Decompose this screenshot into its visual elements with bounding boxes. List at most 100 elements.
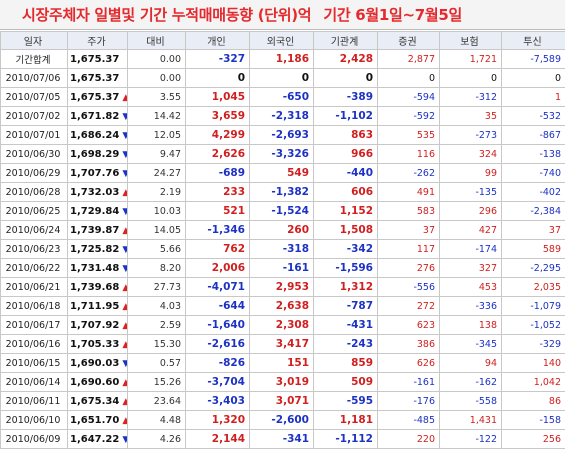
cell-insurance: 1,431 xyxy=(440,411,502,430)
up-arrow-icon: ▲ xyxy=(122,340,127,350)
price-value: 1,707.92 xyxy=(70,320,119,331)
cell-individual: 2,144 xyxy=(186,430,250,449)
cell-securities: -262 xyxy=(378,164,440,183)
down-arrow-icon: ▼ xyxy=(122,359,127,369)
table-row[interactable]: 2010/06/281,732.03▲2.19233-1,382606491-1… xyxy=(1,183,565,202)
table-row[interactable]: 2010/06/141,690.60▲15.26-3,7043,019509-1… xyxy=(1,373,565,392)
col-header-institution[interactable]: 기관계 xyxy=(314,32,378,50)
cell-change: 5.66 xyxy=(128,240,186,259)
table-row[interactable]: 2010/06/221,731.48▼8.202,006-161-1,59627… xyxy=(1,259,565,278)
cell-price: 1,675.37 xyxy=(68,50,128,69)
col-header-date[interactable]: 일자 xyxy=(1,32,68,50)
down-arrow-icon: ▼ xyxy=(122,245,127,255)
cell-price: 1,647.22▼ xyxy=(68,430,128,449)
table-row[interactable]: 2010/06/231,725.82▼5.66762-318-342117-17… xyxy=(1,240,565,259)
cell-individual: 2,626 xyxy=(186,145,250,164)
table-row[interactable]: 2010/06/111,675.34▲23.64-3,4033,071-595-… xyxy=(1,392,565,411)
price-value: 1,647.22 xyxy=(70,434,119,445)
header-row: 일자 주가 대비 개인 외국인 기관계 증권 보험 투신 xyxy=(1,32,565,50)
cell-date: 2010/06/14 xyxy=(1,373,68,392)
table-row[interactable]: 2010/07/021,671.82▼14.423,659-2,318-1,10… xyxy=(1,107,565,126)
cell-change: 3.55 xyxy=(128,88,186,107)
cell-date: 2010/06/28 xyxy=(1,183,68,202)
cell-institution: -431 xyxy=(314,316,378,335)
table-row[interactable]: 2010/06/151,690.03▼0.57-8261518596269414… xyxy=(1,354,565,373)
cell-date: 2010/07/05 xyxy=(1,88,68,107)
price-value: 1,711.95 xyxy=(70,301,119,312)
cell-securities: 220 xyxy=(378,430,440,449)
col-header-individual[interactable]: 개인 xyxy=(186,32,250,50)
table-row[interactable]: 2010/06/241,739.87▲14.05-1,3462601,50837… xyxy=(1,221,565,240)
cell-date: 2010/06/10 xyxy=(1,411,68,430)
cell-change: 15.30 xyxy=(128,335,186,354)
cell-price: 1,711.95▲ xyxy=(68,297,128,316)
cell-price: 1,675.37▲ xyxy=(68,88,128,107)
cell-change: 24.27 xyxy=(128,164,186,183)
cell-insurance: -135 xyxy=(440,183,502,202)
table-row[interactable]: 2010/06/171,707.92▲2.59-1,6402,308-43162… xyxy=(1,316,565,335)
cell-date: 2010/06/16 xyxy=(1,335,68,354)
cell-change: 4.26 xyxy=(128,430,186,449)
cell-securities: 623 xyxy=(378,316,440,335)
cell-change: 8.20 xyxy=(128,259,186,278)
cell-date: 2010/06/11 xyxy=(1,392,68,411)
col-header-change[interactable]: 대비 xyxy=(128,32,186,50)
cell-individual: -826 xyxy=(186,354,250,373)
cell-change: 14.42 xyxy=(128,107,186,126)
cell-foreign: -1,524 xyxy=(250,202,314,221)
table-row[interactable]: 2010/06/101,651.70▲4.481,320-2,6001,181-… xyxy=(1,411,565,430)
col-header-foreign[interactable]: 외국인 xyxy=(250,32,314,50)
col-header-investment-trust[interactable]: 투신 xyxy=(502,32,565,50)
cell-investment-trust: -329 xyxy=(502,335,565,354)
title-main: 시장주체자 일별및 기간 누적매매동향 (단위)억 xyxy=(22,6,311,24)
cell-securities: -485 xyxy=(378,411,440,430)
price-value: 1,686.24 xyxy=(70,130,119,141)
cell-foreign: 151 xyxy=(250,354,314,373)
cell-insurance: -122 xyxy=(440,430,502,449)
table-row[interactable]: 2010/06/211,739.68▲27.73-4,0712,9531,312… xyxy=(1,278,565,297)
col-header-insurance[interactable]: 보험 xyxy=(440,32,502,50)
cell-foreign: 0 xyxy=(250,69,314,88)
table-row[interactable]: 2010/06/291,707.76▼24.27-689549-440-2629… xyxy=(1,164,565,183)
table-row[interactable]: 2010/06/091,647.22▼4.262,144-341-1,11222… xyxy=(1,430,565,449)
cell-investment-trust: -402 xyxy=(502,183,565,202)
cell-institution: 1,508 xyxy=(314,221,378,240)
col-header-securities[interactable]: 증권 xyxy=(378,32,440,50)
cell-price: 1,707.92▲ xyxy=(68,316,128,335)
cell-insurance: -174 xyxy=(440,240,502,259)
table-row[interactable]: 2010/06/161,705.33▲15.30-2,6163,417-2433… xyxy=(1,335,565,354)
cell-investment-trust: -532 xyxy=(502,107,565,126)
cell-change: 23.64 xyxy=(128,392,186,411)
cell-securities: 117 xyxy=(378,240,440,259)
cell-institution: -440 xyxy=(314,164,378,183)
cell-investment-trust: -740 xyxy=(502,164,565,183)
table-row[interactable]: 2010/07/051,675.37▲3.551,045-650-389-594… xyxy=(1,88,565,107)
price-value: 1,675.37 xyxy=(70,54,119,65)
cell-date: 2010/06/30 xyxy=(1,145,68,164)
price-value: 1,739.87 xyxy=(70,225,119,236)
price-value: 1,690.60 xyxy=(70,377,119,388)
cell-change: 4.03 xyxy=(128,297,186,316)
up-arrow-icon: ▲ xyxy=(122,397,127,407)
col-header-price[interactable]: 주가 xyxy=(68,32,128,50)
up-arrow-icon: ▲ xyxy=(122,226,127,236)
cell-securities: 626 xyxy=(378,354,440,373)
cell-insurance: 453 xyxy=(440,278,502,297)
table-row[interactable]: 2010/06/301,698.29▼9.472,626-3,326966116… xyxy=(1,145,565,164)
cell-price: 1,690.60▲ xyxy=(68,373,128,392)
table-row[interactable]: 2010/06/251,729.84▼10.03521-1,5241,15258… xyxy=(1,202,565,221)
cell-change: 14.05 xyxy=(128,221,186,240)
title-period: 기간 6월1일~7월5일 xyxy=(323,6,462,24)
cell-institution: -787 xyxy=(314,297,378,316)
price-value: 1,698.29 xyxy=(70,149,119,160)
up-arrow-icon: ▲ xyxy=(122,416,127,426)
cell-institution: 606 xyxy=(314,183,378,202)
table-row[interactable]: 2010/07/011,686.24▼12.054,299-2,69386353… xyxy=(1,126,565,145)
cell-securities: 37 xyxy=(378,221,440,240)
table-row[interactable]: 2010/06/181,711.95▲4.03-6442,638-787272-… xyxy=(1,297,565,316)
cell-individual: 521 xyxy=(186,202,250,221)
cell-individual: -689 xyxy=(186,164,250,183)
cell-price: 1,739.68▲ xyxy=(68,278,128,297)
